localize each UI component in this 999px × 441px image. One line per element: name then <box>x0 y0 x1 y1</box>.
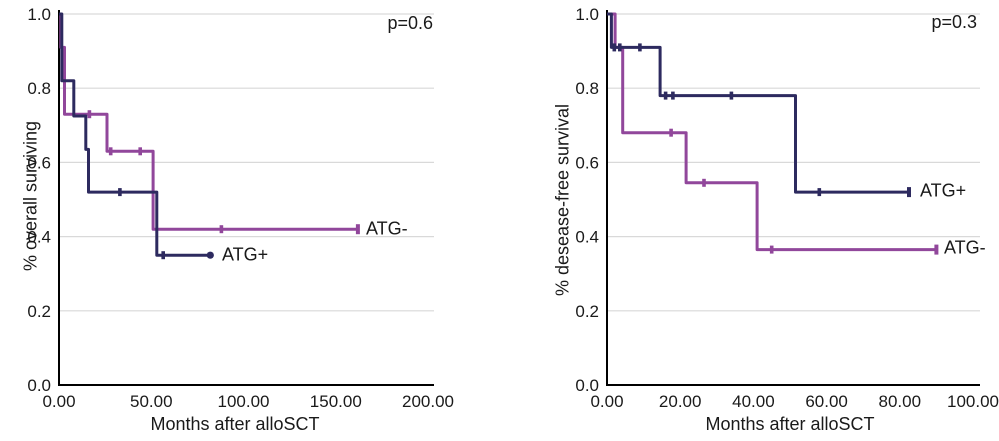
km-curve-ATG- <box>59 12 358 231</box>
censor-tick <box>769 245 774 254</box>
x-tick-label: 100.00 <box>947 392 999 411</box>
curve-end-marker <box>206 251 214 259</box>
x-tick-label: 20.00 <box>659 392 702 411</box>
curve-end-marker <box>934 244 939 255</box>
censor-tick <box>118 188 122 197</box>
y-tick-label: 0.4 <box>575 228 599 247</box>
km-curve-ATG+ <box>607 12 909 194</box>
censor-tick <box>138 147 142 156</box>
left-y-axis-title: % overall surviving <box>20 120 41 272</box>
censor-tick <box>87 110 92 119</box>
censor-tick <box>702 178 706 187</box>
right-p-value: p=0.3 <box>931 12 977 32</box>
y-tick-label: 1.0 <box>575 5 599 24</box>
y-tick-label: 0.4 <box>27 228 51 247</box>
censor-tick <box>108 147 113 156</box>
left-atg-plus-label: ATG+ <box>222 244 269 265</box>
km-curve-ATG- <box>607 12 937 252</box>
y-tick-label: 0.2 <box>575 302 599 321</box>
km-curve-ATG+ <box>59 12 211 257</box>
curve-end-marker <box>907 187 911 198</box>
x-tick-label: 150.00 <box>310 392 362 411</box>
right-y-axis-title: % desease-free survival <box>552 103 573 297</box>
left-atg-minus-label: ATG- <box>366 218 408 239</box>
x-tick-label: 50.00 <box>130 392 173 411</box>
curve-end-marker <box>355 224 360 235</box>
x-tick-label: 100.00 <box>218 392 270 411</box>
y-tick-label: 0.0 <box>27 376 51 395</box>
censor-tick <box>161 251 165 260</box>
censor-tick <box>729 91 734 100</box>
x-tick-label: 0.00 <box>42 392 75 411</box>
right-atg-plus-label: ATG+ <box>920 180 967 201</box>
censor-tick <box>663 91 668 100</box>
right-x-axis-title: Months after alloSCT <box>705 414 875 434</box>
left-p-value: p=0.6 <box>387 13 433 33</box>
x-tick-label: 200.00 <box>402 392 454 411</box>
disease-free-survival-plot: 0.0 0.2 0.4 0.6 0.8 1.0 0.00 20.00 40.00 60.00 80.… <box>575 5 999 411</box>
y-tick-label: 0.2 <box>27 302 51 321</box>
y-tick-label: 1.0 <box>27 5 51 24</box>
x-tick-label: 40.00 <box>732 392 775 411</box>
censor-tick <box>638 43 642 52</box>
y-tick-label: 0.0 <box>575 376 599 395</box>
x-tick-label: 60.00 <box>805 392 848 411</box>
censor-tick <box>817 188 822 197</box>
y-tick-label: 0.6 <box>575 153 599 172</box>
y-tick-label: 0.6 <box>27 153 51 172</box>
censor-tick <box>669 128 673 137</box>
y-tick-label: 0.8 <box>27 79 51 98</box>
x-tick-label: 0.00 <box>590 392 623 411</box>
censor-tick <box>671 91 675 100</box>
left-x-axis-title: Months after alloSCT <box>150 414 320 434</box>
x-tick-label: 80.00 <box>879 392 922 411</box>
censor-tick <box>219 225 224 234</box>
censor-tick <box>618 43 622 52</box>
censor-tick <box>612 43 617 52</box>
overall-survival-plot: 0.0 0.2 0.4 0.6 0.8 1.0 0.00 50.00 100.00 150.00 2… <box>27 5 454 411</box>
y-tick-label: 0.8 <box>575 79 599 98</box>
right-atg-minus-label: ATG- <box>944 237 986 258</box>
